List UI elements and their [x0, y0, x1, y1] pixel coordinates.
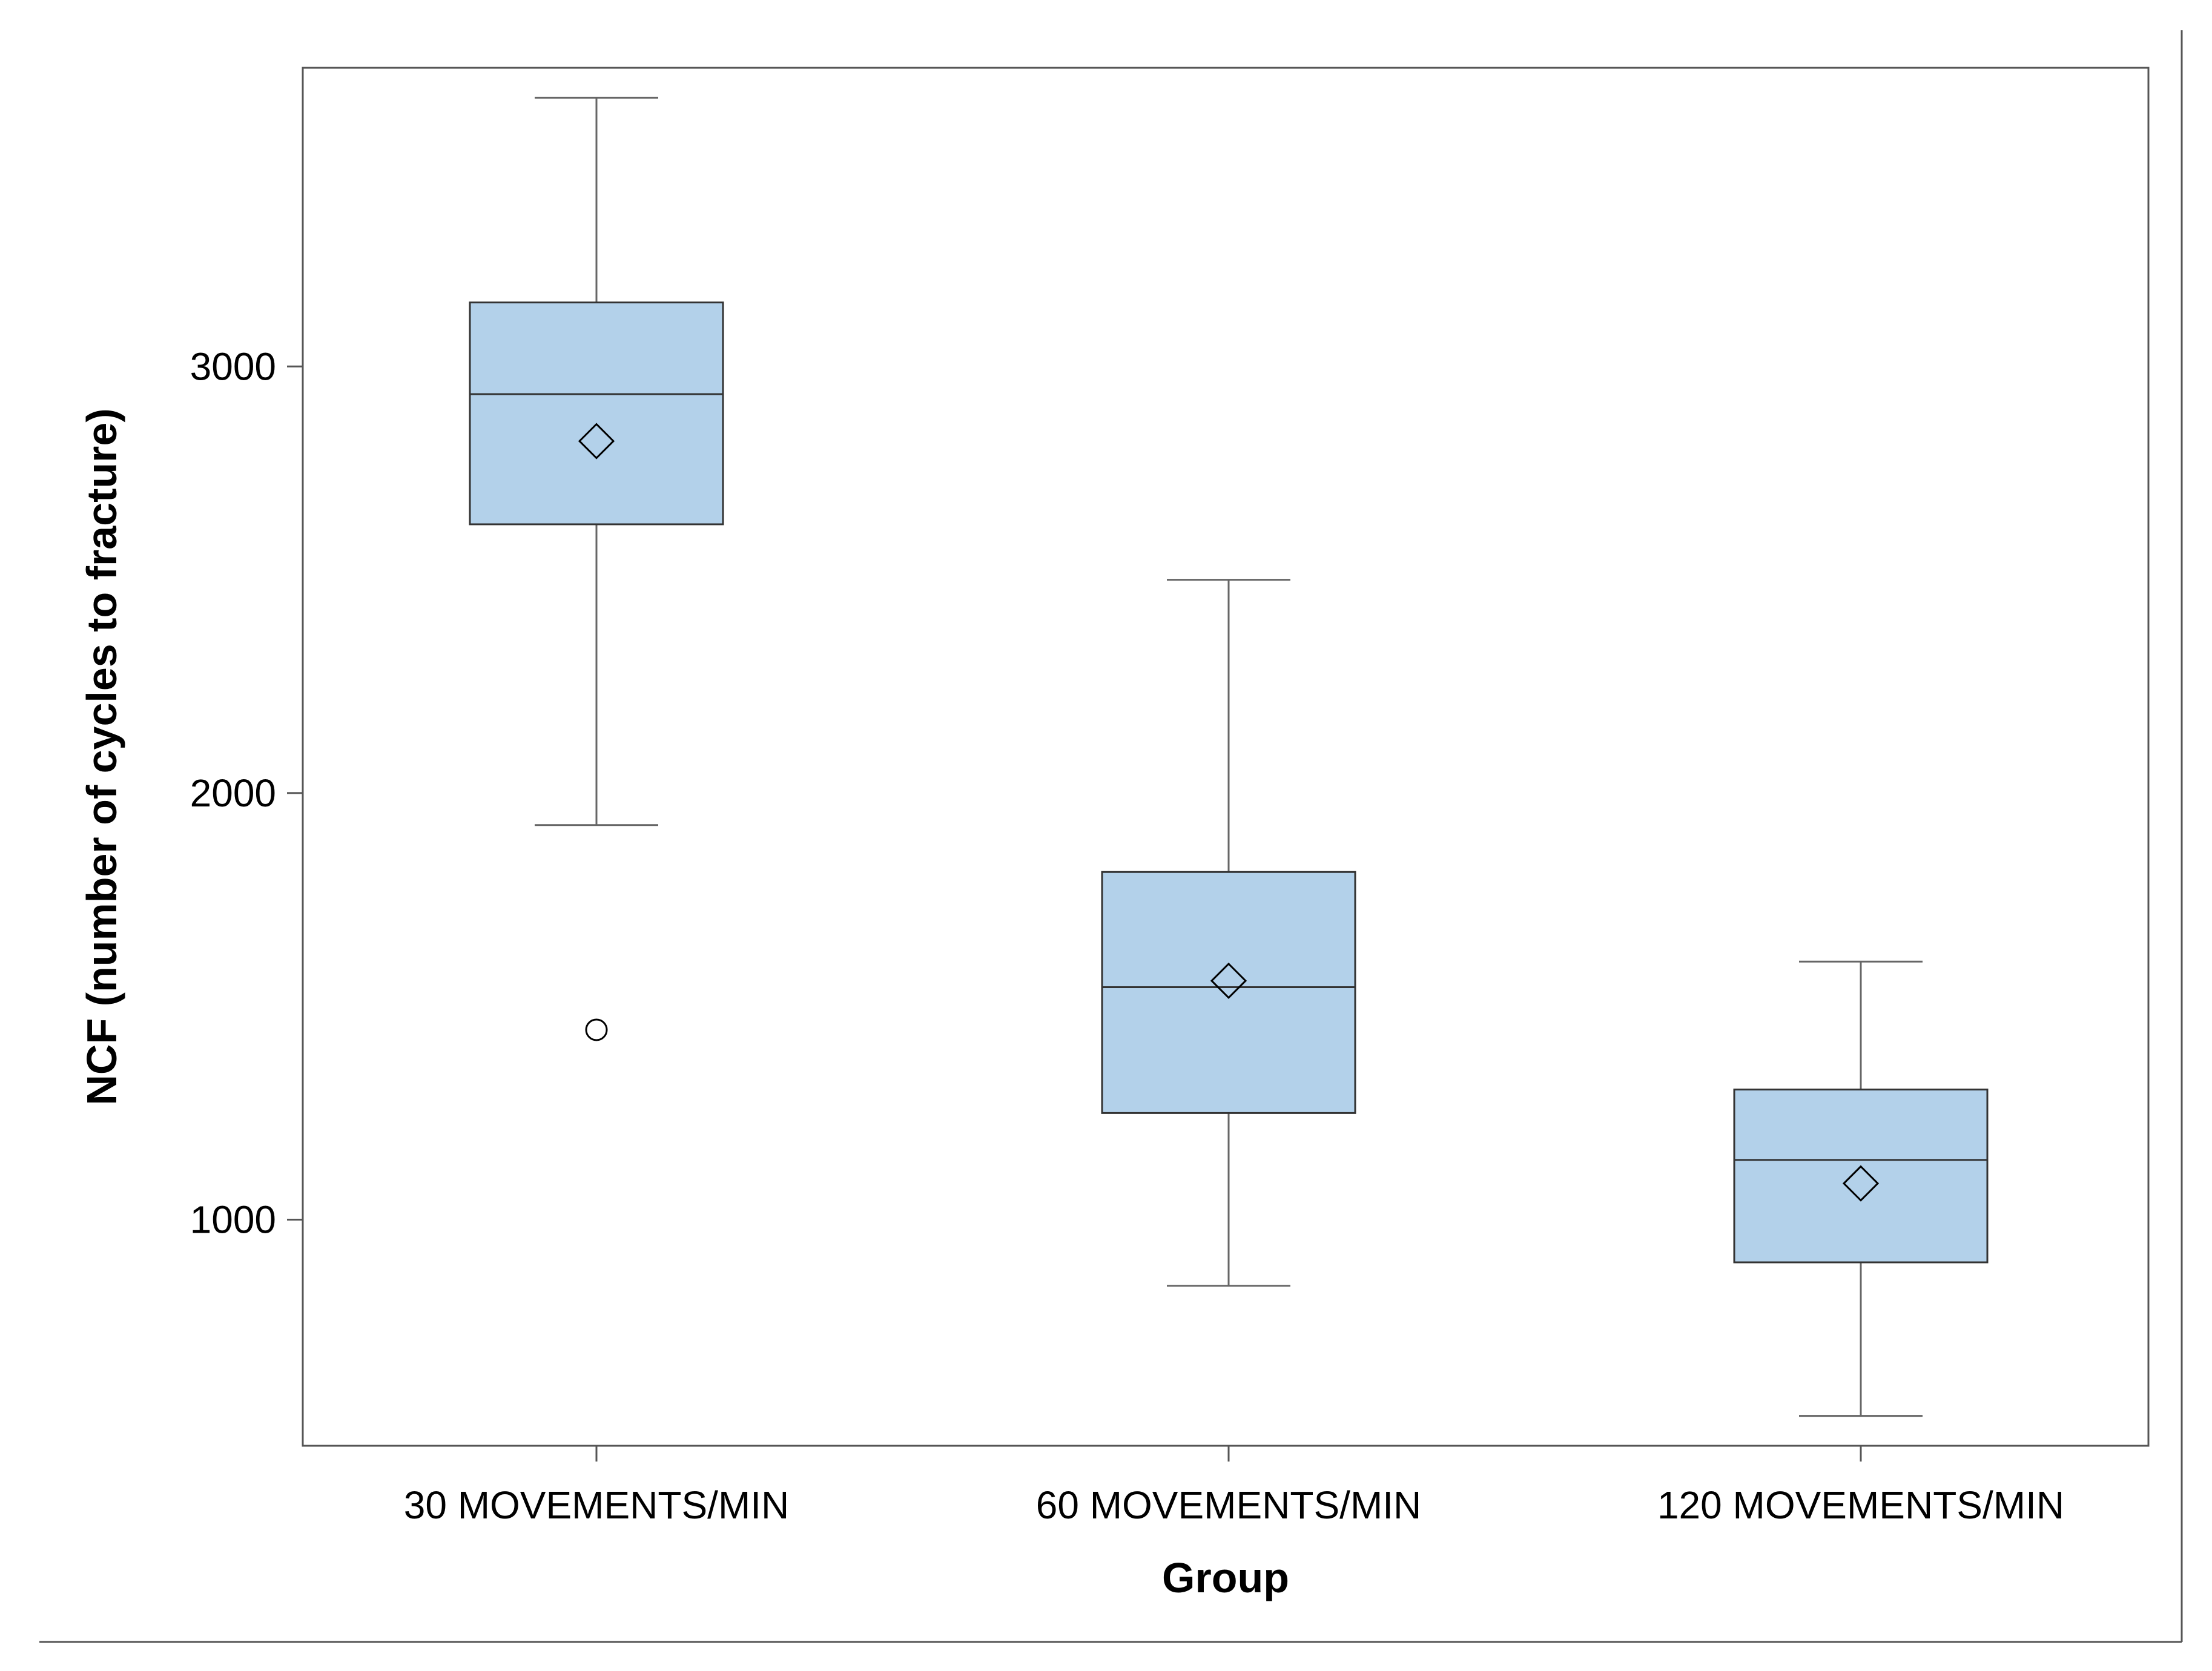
y-tick-label: 1000 — [190, 1198, 276, 1242]
mean-marker — [1210, 962, 1247, 1000]
box-group — [469, 96, 724, 1041]
box-group — [1101, 579, 1356, 1287]
x-tick-label: 60 MOVEMENTS/MIN — [1036, 1483, 1422, 1527]
outlier-point — [585, 1018, 608, 1041]
x-axis-title: Group — [1162, 1554, 1289, 1601]
x-axis: 30 MOVEMENTS/MIN 60 MOVEMENTS/MIN 120 MOVE… — [404, 1446, 2064, 1527]
box-iqr — [1101, 871, 1356, 1114]
mean-marker — [578, 423, 615, 460]
box-group — [1733, 960, 1989, 1417]
box-iqr — [469, 302, 724, 526]
mean-marker — [1842, 1165, 1880, 1202]
y-tick-label: 2000 — [190, 771, 276, 815]
y-axis-title: NCF (number of cycles to fracture) — [78, 408, 125, 1105]
x-tick-label: 120 MOVEMENTS/MIN — [1657, 1483, 2064, 1527]
x-tick-label: 30 MOVEMENTS/MIN — [404, 1483, 790, 1527]
box-plots — [469, 96, 1989, 1417]
plot-frame — [302, 67, 2150, 1447]
y-tick-label: 3000 — [190, 344, 276, 388]
box-iqr — [1733, 1089, 1989, 1264]
y-axis: 1000 2000 3000 — [190, 344, 303, 1242]
